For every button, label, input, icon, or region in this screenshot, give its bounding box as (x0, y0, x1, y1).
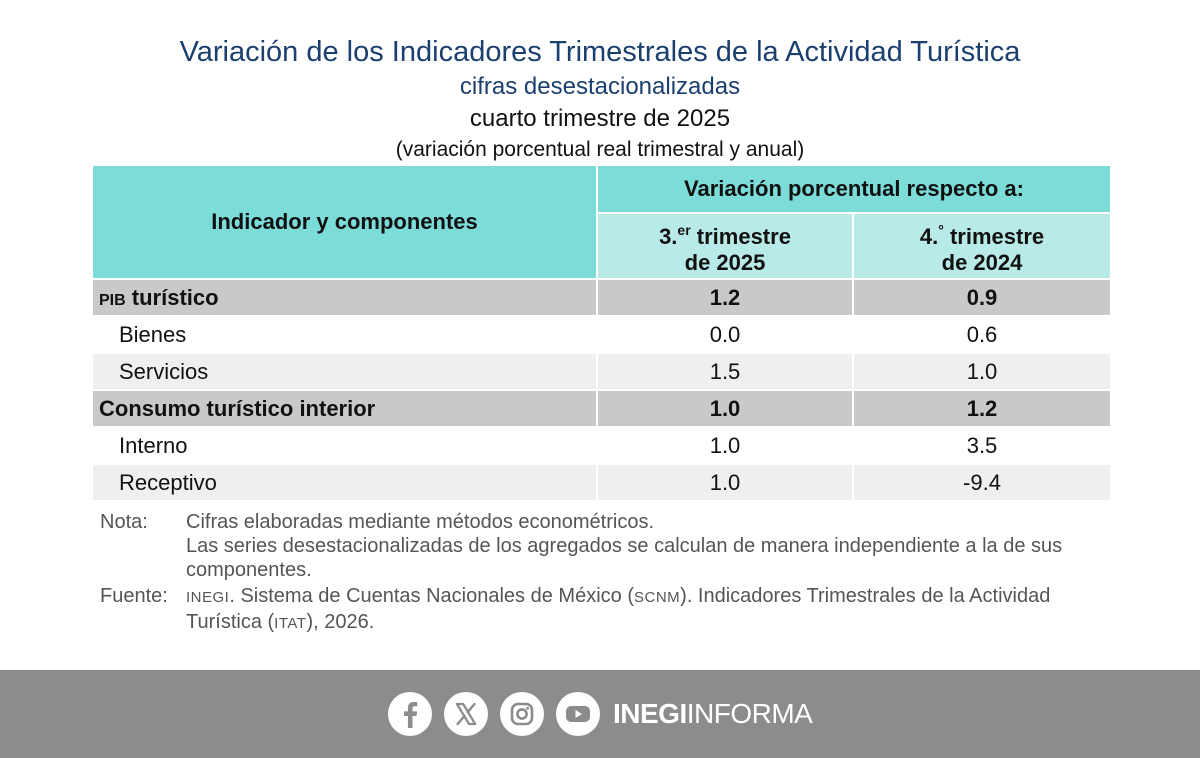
table-row: PIB turístico 1.2 0.9 (93, 279, 1110, 317)
source-label: Fuente: (100, 585, 168, 607)
ordinal: 4. (919, 223, 939, 249)
social-icons (388, 692, 612, 736)
source-note: Fuente: INEGI. Sistema de Cuentas Nacion… (100, 584, 1110, 636)
source-body: INEGI. Sistema de Cuentas Nacionales de … (186, 584, 1110, 636)
source-text: . Sistema de Cuentas Nacionales de Méxic… (229, 585, 634, 607)
note: Nota: Cifras elaboradas mediante métodos… (100, 510, 1110, 582)
note-line: Las series desestacionalizadas de los ag… (186, 535, 1063, 581)
youtube-icon[interactable] (556, 692, 600, 736)
ordinal: 3. (659, 223, 678, 249)
x-icon[interactable] (444, 692, 488, 736)
year: de 2025 (684, 249, 766, 275)
quarterly-value: 1.0 (596, 427, 853, 465)
row-label: Interno (93, 427, 597, 465)
unit-label: (variación porcentual real trimestral y … (395, 138, 805, 161)
word: trimestre (690, 223, 791, 249)
column-header-annual: 4.° trimestre de 2024 (852, 213, 1110, 280)
variation-header: Variación porcentual respecto a: (597, 166, 1110, 214)
annual-value: 0.6 (852, 316, 1110, 354)
annual-value: 3.5 (852, 427, 1110, 465)
brand-light: INFORMA (686, 698, 813, 729)
annual-value: -9.4 (852, 464, 1110, 502)
source-acronym: SCNM (633, 589, 681, 606)
table-row: Bienes 0.0 0.6 (93, 316, 1110, 354)
table-row: Servicios 1.5 1.0 (93, 353, 1110, 391)
table-row: Receptivo 1.0 -9.4 (93, 464, 1110, 502)
quarterly-value: 1.2 (596, 279, 853, 317)
annual-value: 0.9 (852, 279, 1110, 317)
indicators-table: Indicador y componentes Variación porcen… (93, 166, 1110, 502)
indicator-column-header: Indicador y componentes (93, 166, 598, 280)
row-label: PIB turístico (93, 279, 597, 317)
quarterly-value: 1.0 (596, 464, 853, 502)
row-label: Receptivo (93, 464, 597, 502)
row-label: Consumo turístico interior (93, 390, 597, 428)
table-row: Consumo turístico interior 1.0 1.2 (93, 390, 1110, 428)
notes-block: Nota: Cifras elaboradas mediante métodos… (100, 510, 1110, 636)
source-text: ), 2026. (306, 611, 375, 633)
note-label: Nota: (100, 511, 148, 533)
row-label: Bienes (93, 316, 597, 354)
ordinal-suffix: ° (938, 221, 944, 238)
quarterly-value: 1.5 (596, 353, 853, 391)
note-line: Cifras elaboradas mediante métodos econo… (186, 511, 655, 533)
page-title: Variación de los Indicadores Trimestrale… (179, 36, 1021, 68)
brand-logo: INEGIINFORMA (613, 695, 813, 733)
page-subtitle: cifras desestacionalizadas (459, 73, 741, 100)
year: de 2024 (941, 249, 1023, 275)
table-row: Interno 1.0 3.5 (93, 427, 1110, 465)
row-label: Servicios (93, 353, 597, 391)
label-prefix: PIB (99, 291, 126, 309)
quarterly-value: 0.0 (596, 316, 853, 354)
instagram-icon[interactable] (500, 692, 544, 736)
source-text: ). Indicadores Trimestrales de la Activi… (186, 585, 1051, 633)
word: trimestre (943, 223, 1045, 249)
annual-value: 1.2 (852, 390, 1110, 428)
note-body: Cifras elaboradas mediante métodos econo… (186, 510, 1110, 582)
brand-bold: INEGI (613, 698, 687, 729)
period-label: cuarto trimestre de 2025 (469, 105, 731, 132)
annual-value: 1.0 (852, 353, 1110, 391)
source-acronym: INEGI (186, 589, 230, 606)
column-header-quarterly: 3.er trimestre de 2025 (597, 213, 853, 280)
footer-bar: INEGIINFORMA (0, 670, 1200, 758)
quarterly-value: 1.0 (596, 390, 853, 428)
label-text: turístico (125, 284, 219, 310)
ordinal-suffix: er (677, 221, 691, 238)
source-acronym: ITAT (274, 615, 307, 632)
facebook-icon[interactable] (388, 692, 432, 736)
